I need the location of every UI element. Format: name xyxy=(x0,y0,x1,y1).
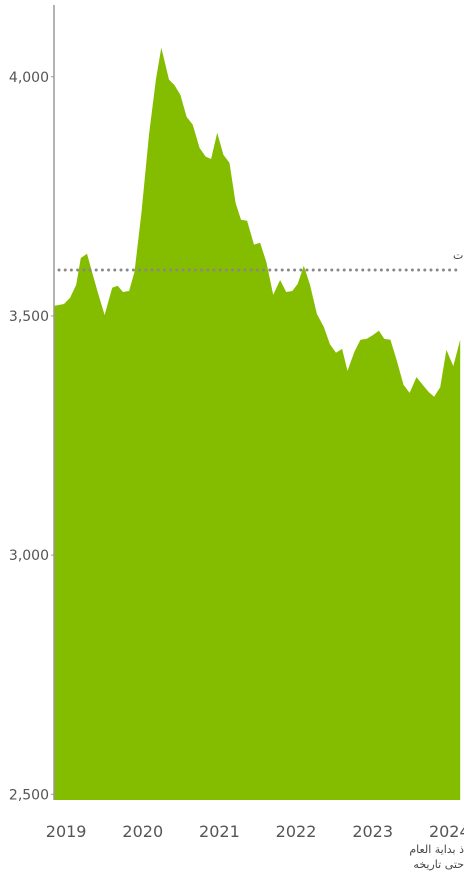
x-tick-label: 2024 xyxy=(429,822,464,841)
average-label: متوسط 5 سنوات xyxy=(453,249,464,262)
x-tick-label: 2020 xyxy=(122,822,163,841)
annotation: حتى تاريخه xyxy=(413,858,464,871)
x-tick-label: 2019 xyxy=(46,822,87,841)
area xyxy=(54,47,461,801)
annotation: ذ بداية العام xyxy=(409,843,464,856)
y-tick-label: 3,500 xyxy=(9,309,49,325)
y-tick-label: 2,500 xyxy=(9,787,49,803)
x-tick-label: 2022 xyxy=(276,822,317,841)
x-tick-label: 2023 xyxy=(352,822,393,841)
x-tick-label: 2021 xyxy=(199,822,240,841)
y-tick-label: 3,000 xyxy=(9,548,49,564)
y-tick-label: 4,000 xyxy=(9,70,49,86)
